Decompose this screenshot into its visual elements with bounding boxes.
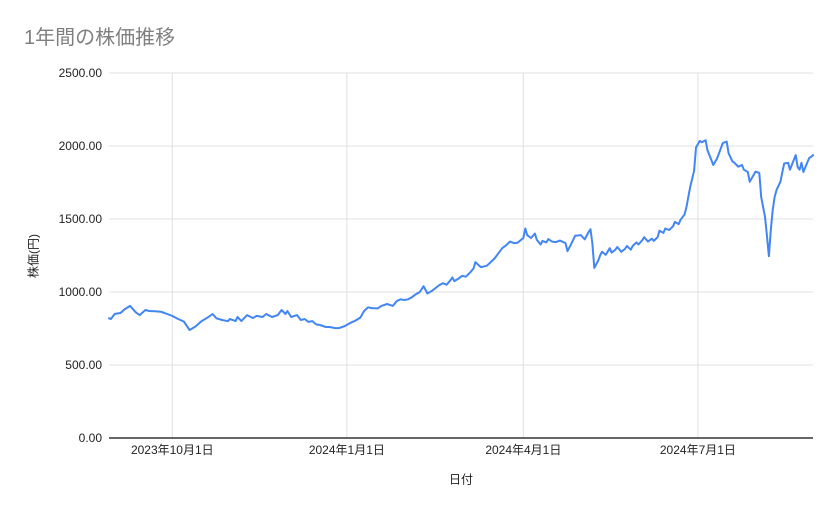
x-axis-title: 日付 — [448, 472, 474, 487]
x-tick-label: 2024年4月1日 — [485, 443, 561, 457]
price-line-series — [108, 139, 814, 331]
chart-title: 1年間の株価推移 — [24, 27, 176, 49]
y-tick-label: 2500.00 — [59, 66, 103, 80]
x-tick-label: 2024年7月1日 — [660, 443, 736, 457]
y-tick-label: 1000.00 — [59, 285, 103, 299]
x-tick-label: 2024年1月1日 — [309, 443, 385, 457]
y-tick-label: 2000.00 — [59, 139, 103, 153]
y-axis-title: 株価(円) — [26, 234, 41, 278]
y-tick-label: 500.00 — [65, 358, 102, 372]
y-tick-label: 0.00 — [79, 431, 103, 445]
x-tick-label: 2023年10月1日 — [131, 443, 214, 457]
y-tick-label: 1500.00 — [59, 212, 103, 226]
